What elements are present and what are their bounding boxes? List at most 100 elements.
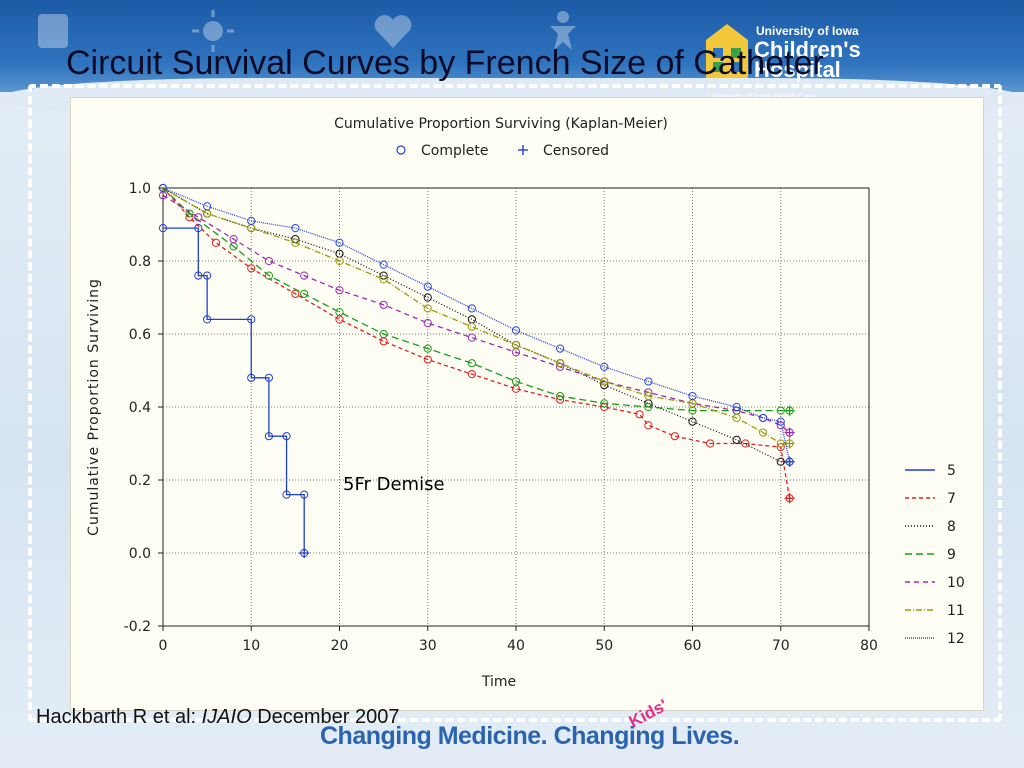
series-point-11 — [423, 304, 432, 313]
series-point-11 — [644, 391, 653, 401]
series-point-7 — [291, 289, 300, 298]
slide-dashed-frame — [28, 84, 1002, 722]
y-tick-label: 0.6 — [129, 327, 151, 343]
series-point-12 — [423, 282, 432, 291]
legend-label-9: 9 — [947, 547, 956, 563]
series-line-7 — [162, 187, 791, 499]
legend-label-12: 12 — [947, 631, 965, 647]
series-point-12 — [203, 202, 212, 211]
series-point-5 — [203, 315, 212, 324]
series-point-5 — [203, 271, 212, 280]
censored-marker-9 — [784, 405, 795, 416]
series-point-12 — [688, 391, 697, 401]
series-point-10 — [423, 318, 432, 328]
series-point-10 — [379, 300, 388, 309]
series-point-10 — [335, 286, 344, 295]
series-point-10 — [194, 213, 203, 222]
x-tick-label: 20 — [331, 638, 349, 654]
y-tick-label: -0.2 — [124, 619, 151, 635]
series-point-8 — [732, 435, 741, 444]
kaplan-meier-chart: Cumulative Proportion Surviving (Kaplan-… — [86, 116, 965, 690]
series-line-8 — [162, 187, 790, 463]
letter-i-icon — [38, 14, 68, 48]
series-legend: 5 7 8 9 10 11 12 — [905, 463, 965, 647]
series-point-8 — [776, 457, 785, 466]
series-point-8 — [467, 315, 476, 324]
series-point-7 — [644, 421, 653, 430]
series-point-10 — [264, 256, 273, 266]
series-point-5 — [194, 271, 203, 280]
y-tick-label: 0.4 — [129, 400, 151, 416]
series-line-5 — [163, 227, 305, 553]
series-point-12 — [759, 413, 768, 423]
legend-label-8: 8 — [947, 519, 956, 535]
y-tick-label: 0.2 — [129, 473, 151, 489]
y-axis-ticks: -0.2 0.0 0.2 0.4 0.6 0.8 1.0 — [124, 181, 163, 635]
series-point-11 — [379, 275, 388, 284]
series-point-5 — [247, 315, 256, 324]
x-tick-label: 30 — [419, 638, 437, 654]
series-point-9 — [423, 344, 432, 353]
series-point-12 — [776, 417, 785, 426]
censored-marker-10 — [784, 427, 795, 438]
series-point-10 — [776, 421, 785, 430]
series-point-8 — [423, 293, 432, 302]
series-point-11 — [467, 322, 476, 331]
series-point-7 — [741, 439, 750, 448]
series-point-9 — [300, 289, 309, 298]
censored-marker-7 — [784, 493, 795, 504]
x-tick-label: 60 — [684, 638, 702, 654]
citation-date: December 2007 — [251, 706, 400, 728]
marker-legend-label: Censored — [543, 143, 609, 159]
series-point-5 — [158, 224, 168, 233]
y-tick-label: 0.8 — [129, 254, 151, 270]
series-point-12 — [644, 377, 653, 386]
series-point-12 — [158, 183, 168, 193]
series-point-12 — [291, 224, 300, 233]
series-point-5 — [264, 373, 273, 382]
series-point-9 — [511, 377, 521, 386]
series-point-5 — [247, 373, 256, 382]
series-point-11 — [511, 340, 521, 350]
series-point-9 — [644, 402, 653, 412]
series-point-9 — [379, 329, 388, 339]
series-point-7 — [335, 315, 344, 324]
series-point-9 — [264, 271, 273, 280]
series-point-11 — [203, 209, 212, 218]
series-point-7 — [379, 337, 388, 346]
sun-icon — [192, 10, 234, 52]
citation-authors: Hackbarth R et al: — [36, 706, 202, 728]
censored-marker-12 — [784, 456, 795, 467]
series-point-9 — [556, 391, 565, 401]
series-point-7 — [635, 410, 644, 419]
series-point-12 — [600, 362, 609, 371]
tagline: Changing Medicine. Changing Lives. — [320, 722, 740, 750]
citation: Hackbarth R et al: IJAIO December 2007 — [36, 706, 400, 729]
series-point-9 — [185, 209, 194, 218]
survival-curves — [158, 183, 795, 558]
heart-icon — [374, 15, 412, 48]
figure-icon — [550, 11, 576, 50]
series-point-7 — [247, 264, 256, 273]
logo-university-text: University of Iowa — [756, 24, 859, 38]
series-point-10 — [300, 271, 309, 280]
logo-subtitle: University of Iowa Health Care — [708, 92, 816, 101]
censored-marker-11 — [784, 438, 795, 449]
series-point-9 — [776, 406, 785, 415]
series-point-12 — [335, 238, 344, 247]
series-point-10 — [229, 235, 238, 244]
series-point-9 — [467, 359, 476, 368]
legend-label-7: 7 — [947, 491, 956, 507]
x-tick-label: 10 — [242, 638, 260, 654]
x-tick-label: 80 — [860, 638, 878, 654]
y-axis-label: Cumulative Proportion Surviving — [86, 278, 102, 536]
series-point-5 — [264, 432, 273, 441]
logo-hospital-name: Children's Hospital — [754, 37, 861, 82]
hospital-building-icon — [706, 24, 748, 78]
series-point-12 — [732, 402, 741, 412]
series-point-7 — [670, 432, 679, 441]
slide-title: Circuit Survival Curves by French Size o… — [66, 44, 824, 82]
chart-panel: Cumulative Proportion Surviving (Kaplan-… — [70, 97, 984, 711]
y-tick-label: 1.0 — [129, 181, 151, 197]
series-line-10 — [162, 194, 790, 434]
